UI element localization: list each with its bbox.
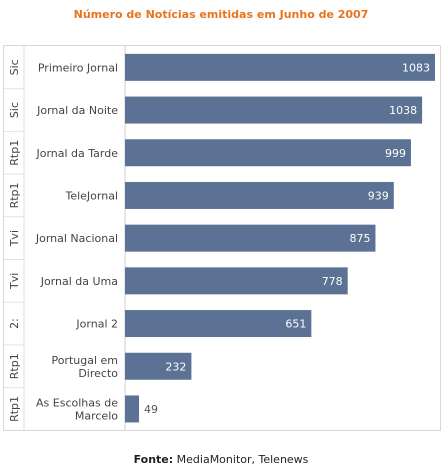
bar [125, 181, 394, 209]
bar [125, 224, 376, 252]
channel-label: Rtp1 [8, 396, 21, 422]
category-label: Jornal da Tarde [35, 147, 118, 160]
bar [125, 310, 312, 338]
chart-title: Número de Notícias emitidas em Junho de … [73, 8, 369, 21]
bar-value-label: 1038 [389, 104, 417, 117]
channel-label: Rtp1 [8, 140, 21, 166]
source-note: Fonte: MediaMonitor, Telenews [0, 453, 442, 466]
category-label: Jornal 2 [75, 318, 118, 331]
bar [125, 139, 411, 167]
bar-value-label: 939 [368, 189, 389, 202]
chart-frame: Sic Primeiro Jornal 1083 Sic Jornal da Noite… [3, 45, 441, 431]
category-label: As Escolhas de Marcelo [36, 396, 118, 422]
bar-value-label: 875 [349, 232, 370, 245]
category-label: Portugal em Directo [51, 354, 118, 380]
bar [125, 352, 192, 380]
channel-label: Rtp1 [8, 353, 21, 379]
bar-value-label: 651 [285, 318, 306, 331]
bar-value-label: 49 [144, 403, 158, 416]
category-label: Jornal da Noite [36, 104, 118, 117]
bar-chart: Sic Primeiro Jornal 1083 Sic Jornal da Noite… [4, 46, 435, 430]
channel-label: 2: [8, 318, 21, 329]
channel-label: Tvi [8, 273, 21, 290]
source-text: MediaMonitor, Telenews [176, 453, 309, 466]
category-label: TeleJornal [64, 189, 118, 202]
bar-value-label: 778 [322, 275, 343, 288]
bar [125, 395, 140, 423]
bar [125, 267, 348, 295]
channel-label: Sic [8, 102, 21, 118]
category-label: Jornal Nacional [35, 232, 118, 245]
bar-value-label: 1083 [402, 61, 430, 74]
channel-label: Rtp1 [8, 182, 21, 208]
bar-value-label: 999 [385, 147, 406, 160]
source-label: Fonte: [133, 453, 174, 466]
bar-value-label: 232 [165, 360, 186, 373]
channel-label: Sic [8, 59, 21, 75]
bar [125, 96, 423, 124]
channel-label: Tvi [8, 230, 21, 247]
category-label: Jornal da Uma [40, 275, 118, 288]
bar [125, 53, 435, 81]
category-label: Primeiro Jornal [38, 61, 118, 74]
